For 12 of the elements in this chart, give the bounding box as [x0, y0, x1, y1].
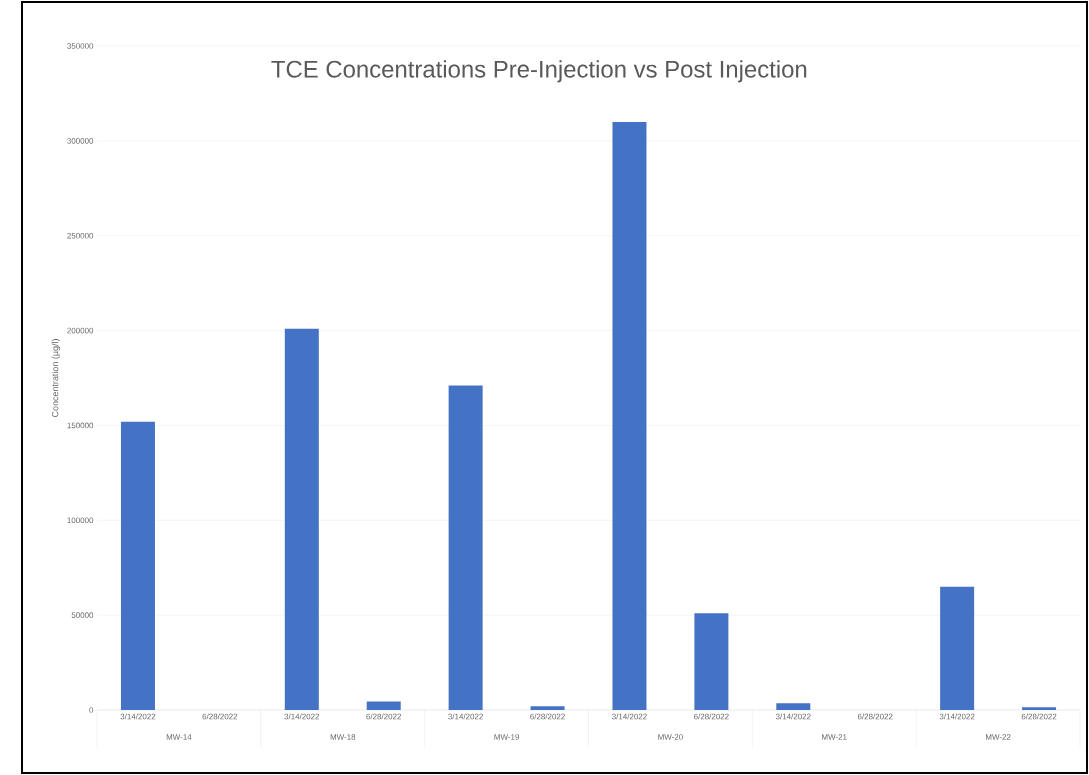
bar: [776, 703, 811, 710]
bar: [448, 385, 483, 710]
bar: [940, 586, 975, 710]
bar: [530, 706, 565, 710]
bar: [120, 421, 155, 710]
bar: [366, 701, 401, 710]
bar: [284, 328, 319, 710]
y-axis-title: Concentration (µg/l): [51, 339, 61, 418]
bar: [694, 613, 729, 710]
text: TCE Concentrations Pre-Injection vs Post Injection: [271, 60, 807, 83]
bar: [612, 121, 647, 710]
bar: [1022, 707, 1057, 710]
